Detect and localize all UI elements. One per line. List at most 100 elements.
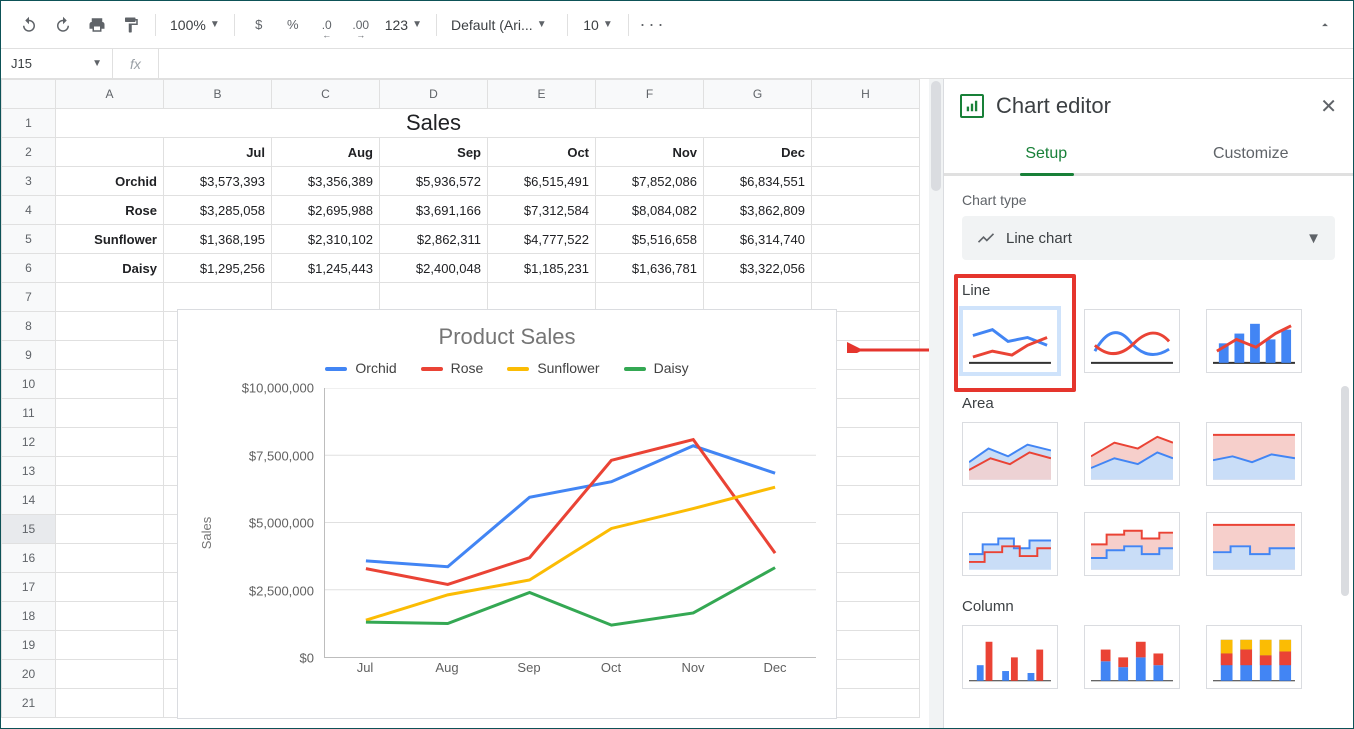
chart-type-stepped-area[interactable] [962, 512, 1058, 576]
cell[interactable]: Jul [164, 138, 272, 167]
chart-type-line[interactable] [962, 309, 1058, 373]
cell[interactable]: $1,245,443 [272, 254, 380, 283]
cell[interactable] [56, 399, 164, 428]
col-header[interactable]: E [488, 80, 596, 109]
cell[interactable]: $1,636,781 [596, 254, 704, 283]
cell[interactable] [56, 689, 164, 718]
print-button[interactable] [83, 11, 111, 39]
cell[interactable] [56, 631, 164, 660]
cell[interactable]: $1,185,231 [488, 254, 596, 283]
cell[interactable] [812, 225, 920, 254]
cell[interactable] [812, 167, 920, 196]
decrease-decimal-button[interactable]: .0← [313, 11, 341, 39]
redo-button[interactable] [49, 11, 77, 39]
format-currency-button[interactable]: $ [245, 11, 273, 39]
cell[interactable]: $3,691,166 [380, 196, 488, 225]
row-header[interactable]: 6 [2, 254, 56, 283]
cell[interactable]: $6,515,491 [488, 167, 596, 196]
cell[interactable]: $1,368,195 [164, 225, 272, 254]
font-size-dropdown[interactable]: 10▼ [578, 17, 618, 33]
cell[interactable] [56, 515, 164, 544]
cell[interactable]: $2,310,102 [272, 225, 380, 254]
cell[interactable]: Orchid [56, 167, 164, 196]
chart-object[interactable]: Product Sales OrchidRoseSunflowerDaisy S… [177, 309, 837, 719]
row-header[interactable]: 18 [2, 602, 56, 631]
chart-type-combo[interactable] [1206, 309, 1302, 373]
cell[interactable] [56, 370, 164, 399]
cell[interactable]: $6,834,551 [704, 167, 812, 196]
undo-button[interactable] [15, 11, 43, 39]
row-header[interactable]: 16 [2, 544, 56, 573]
cell[interactable]: $3,285,058 [164, 196, 272, 225]
cell[interactable]: Aug [272, 138, 380, 167]
cell[interactable]: $3,322,056 [704, 254, 812, 283]
cell[interactable] [272, 283, 380, 312]
tab-customize[interactable]: Customize [1149, 133, 1354, 173]
row-header[interactable]: 11 [2, 399, 56, 428]
cell[interactable]: Oct [488, 138, 596, 167]
row-header[interactable]: 1 [2, 109, 56, 138]
select-all-corner[interactable] [2, 80, 56, 109]
cell[interactable]: Dec [704, 138, 812, 167]
row-header[interactable]: 8 [2, 312, 56, 341]
row-header[interactable]: 7 [2, 283, 56, 312]
cell[interactable] [56, 660, 164, 689]
cell[interactable] [812, 283, 920, 312]
cell[interactable]: $2,695,988 [272, 196, 380, 225]
cell[interactable]: $7,312,584 [488, 196, 596, 225]
cell[interactable] [56, 602, 164, 631]
cell[interactable] [56, 457, 164, 486]
row-header[interactable]: 12 [2, 428, 56, 457]
row-header[interactable]: 3 [2, 167, 56, 196]
row-header[interactable]: 17 [2, 573, 56, 602]
panel-scrollbar[interactable] [1341, 386, 1349, 596]
row-header[interactable]: 21 [2, 689, 56, 718]
chart-type-stacked-area[interactable] [1084, 422, 1180, 486]
cell[interactable] [56, 428, 164, 457]
cell[interactable] [56, 138, 164, 167]
col-header[interactable]: C [272, 80, 380, 109]
cell[interactable]: Nov [596, 138, 704, 167]
cell[interactable] [812, 196, 920, 225]
chart-type-stacked-column[interactable] [1084, 625, 1180, 689]
row-header[interactable]: 19 [2, 631, 56, 660]
tab-setup[interactable]: Setup [944, 133, 1149, 173]
cell[interactable]: $8,084,082 [596, 196, 704, 225]
cell[interactable]: Daisy [56, 254, 164, 283]
paint-format-button[interactable] [117, 11, 145, 39]
chart-type-column[interactable] [962, 625, 1058, 689]
cell[interactable] [56, 544, 164, 573]
cell[interactable] [380, 283, 488, 312]
row-header[interactable]: 5 [2, 225, 56, 254]
cell[interactable] [56, 312, 164, 341]
row-header[interactable]: 13 [2, 457, 56, 486]
chart-type-100-stacked-stepped-area[interactable] [1206, 512, 1302, 576]
row-header[interactable]: 4 [2, 196, 56, 225]
cell[interactable]: Sales [56, 109, 812, 138]
row-header[interactable]: 9 [2, 341, 56, 370]
zoom-dropdown[interactable]: 100%▼ [166, 17, 224, 33]
cell[interactable]: $6,314,740 [704, 225, 812, 254]
chart-type-stacked-stepped-area[interactable] [1084, 512, 1180, 576]
chart-type-100-stacked-area[interactable] [1206, 422, 1302, 486]
cell[interactable] [56, 341, 164, 370]
cell[interactable]: $2,862,311 [380, 225, 488, 254]
cell[interactable]: Sunflower [56, 225, 164, 254]
chart-type-smooth-line[interactable] [1084, 309, 1180, 373]
cell[interactable]: $5,936,572 [380, 167, 488, 196]
cell[interactable] [164, 283, 272, 312]
col-header[interactable]: G [704, 80, 812, 109]
cell[interactable]: $3,356,389 [272, 167, 380, 196]
cell[interactable] [56, 283, 164, 312]
chart-type-100-stacked-column[interactable] [1206, 625, 1302, 689]
cell[interactable]: $1,295,256 [164, 254, 272, 283]
col-header[interactable]: B [164, 80, 272, 109]
row-header[interactable]: 20 [2, 660, 56, 689]
formula-input[interactable] [159, 49, 1353, 78]
chart-type-area[interactable] [962, 422, 1058, 486]
col-header[interactable]: D [380, 80, 488, 109]
col-header[interactable]: H [812, 80, 920, 109]
cell[interactable] [812, 138, 920, 167]
row-header[interactable]: 10 [2, 370, 56, 399]
cell[interactable] [56, 573, 164, 602]
